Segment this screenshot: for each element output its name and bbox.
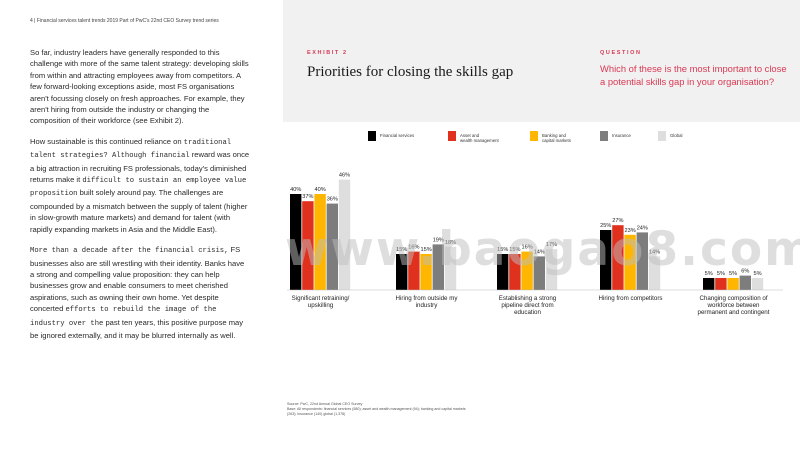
bar (612, 225, 624, 290)
bar-value-label: 15% (509, 247, 520, 253)
bar-value-label: 15% (420, 247, 431, 253)
bar-value-label: 27% (612, 218, 623, 224)
page-header: 4 | Financial services talent trends 201… (30, 18, 219, 24)
category-label: Hiring from competitors (599, 295, 663, 302)
bar-value-label: 16% (408, 245, 419, 251)
bar (751, 278, 764, 290)
paragraph-2: How sustainable is this continued relian… (30, 136, 250, 234)
bar (624, 234, 636, 290)
bar (703, 278, 715, 290)
bar (715, 278, 727, 290)
legend-swatch (368, 131, 376, 141)
bar-value-label: 36% (327, 197, 338, 203)
bar (739, 275, 751, 290)
bar-value-label: 17% (546, 242, 557, 248)
paragraph-1: So far, industry leaders have generally … (30, 48, 249, 126)
bar (509, 254, 521, 290)
bar-value-label: 23% (624, 228, 635, 234)
bar (314, 194, 326, 290)
bar-value-label: 37% (302, 194, 313, 200)
bar (521, 251, 533, 290)
legend-swatch (448, 131, 456, 141)
bar (290, 194, 302, 290)
bar-group: 15% 15% 16%14%17% (497, 242, 558, 290)
bar (600, 230, 612, 290)
bar-value-label: 15% (497, 247, 508, 253)
bar-value-label: 5% (717, 271, 725, 277)
bar (497, 254, 509, 290)
body-text-column: So far, industry leaders have generally … (30, 47, 250, 350)
bar-group: 15% 16% 15%19% 18% (396, 237, 457, 290)
bar-value-label: 5% (729, 271, 737, 277)
question-text: Which of these is the most important to … (600, 63, 787, 87)
bar (444, 246, 457, 290)
bar-chart: 40%37%40%36%46%Significant retraining/up… (287, 173, 783, 316)
bar-value-label: 15% (396, 247, 407, 253)
exhibit-header-panel: EXHIBIT 2 Priorities for closing the ski… (283, 0, 800, 122)
category-label: Establishing a strong pipeline direct fro… (499, 295, 557, 316)
category-label: Changing composition of workforce between… (698, 295, 770, 316)
bar (408, 251, 420, 290)
bar-value-label: 40% (290, 187, 301, 193)
question-label: QUESTION (600, 50, 642, 56)
bar-value-label: 14% (649, 249, 660, 255)
bar (545, 249, 558, 290)
bar-value-label: 14% (534, 249, 545, 255)
bar (420, 254, 432, 290)
bar-value-label: 40% (314, 187, 325, 193)
exhibit-label: EXHIBIT 2 (307, 50, 348, 56)
category-label: Significant retraining/upskilling (292, 295, 350, 309)
bar-value-label: 18% (445, 240, 456, 246)
bar-value-label: 5% (705, 271, 713, 277)
legend-swatch (658, 131, 666, 141)
bar (533, 256, 545, 290)
legend-swatch (530, 131, 538, 141)
bar-value-label: 5% (753, 271, 761, 277)
bar-value-label: 6% (741, 269, 749, 275)
bar-group: 5% 5% 5% 6% 5% (703, 269, 764, 290)
bar-value-label: 19% (433, 237, 444, 243)
bar-value-label: 24% (637, 225, 648, 231)
bar (302, 201, 314, 290)
category-label: Hiring from outside my industry (396, 295, 459, 309)
bar-group: 40%37%40%36%46% (290, 173, 351, 290)
paragraph-3: More than a decade after the financial c… (30, 245, 245, 340)
legend-swatch (600, 131, 608, 141)
exhibit-title: Priorities for closing the skills gap (307, 64, 514, 80)
bar (338, 179, 351, 290)
bar-group: 25%27%23% 24% 14% (600, 218, 661, 290)
bar (432, 244, 444, 290)
bar-value-label: 25% (600, 223, 611, 229)
bar-value-label: 16% (521, 245, 532, 251)
bar (326, 203, 338, 290)
source-note: Source: PwC, 22nd Annual Global CEO Surv… (287, 402, 466, 416)
bar (396, 254, 408, 290)
bar (636, 232, 648, 290)
bar-value-label: 46% (339, 173, 350, 179)
bar (648, 256, 661, 290)
bar (727, 278, 739, 290)
